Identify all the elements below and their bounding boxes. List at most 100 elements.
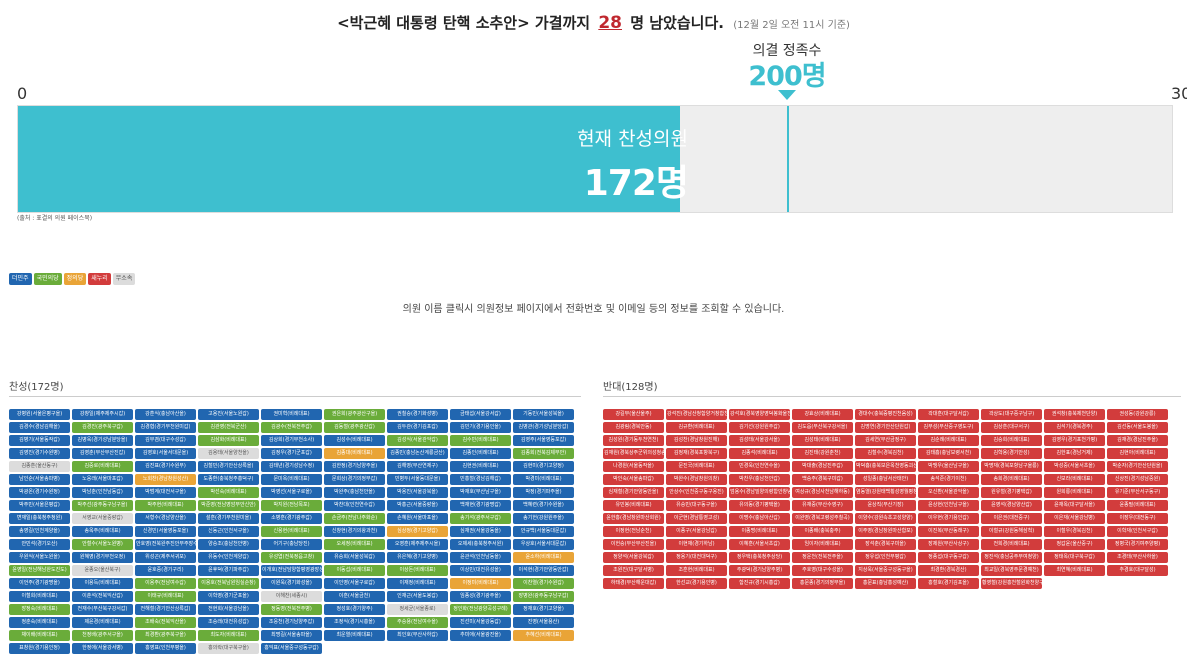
member-chip[interactable]: 홍의락(대구북구을) [198,643,259,654]
member-chip[interactable]: 조정식(경기시흥을) [324,617,385,628]
member-chip[interactable]: 김진표(경기수원무) [135,461,196,472]
member-chip[interactable]: 이용호(전북남원임실순창) [198,578,259,589]
member-chip[interactable]: 박찬우(충남천안갑) [729,474,790,485]
member-chip[interactable]: 이철희(비례대표) [9,591,70,602]
member-chip[interactable]: 박정(경기파주을) [513,487,574,498]
member-chip[interactable]: 주광덕(경기남양주병) [729,565,790,576]
member-chip[interactable]: 이태규(비례대표) [135,591,196,602]
member-chip[interactable]: 이용득(비례대표) [72,578,133,589]
member-chip[interactable]: 인재근(서울도봉갑) [387,591,448,602]
member-chip[interactable]: 정병국(경기여주양평) [1107,539,1168,550]
member-chip[interactable]: 김성수(비례대표) [324,435,385,446]
member-chip[interactable]: 김한정(경기남양주을) [324,461,385,472]
member-chip[interactable]: 추혜선(비례대표) [513,630,574,641]
member-chip[interactable]: 최운열(비례대표) [324,630,385,641]
member-chip[interactable]: 김석기(경북경주) [1044,422,1105,433]
member-chip[interactable]: 박영선(서울구로을) [261,487,322,498]
member-chip[interactable]: 신창현(경기의왕과천) [324,526,385,537]
member-chip[interactable]: 김영우(경기포천가평) [1044,435,1105,446]
member-chip[interactable]: 유기준(부산서구동구) [1107,487,1168,498]
member-chip[interactable]: 박주선(광주동구남구을) [72,500,133,511]
member-chip[interactable]: 정춘숙(비례대표) [9,617,70,628]
member-chip[interactable]: 김영호(서울서대문을) [135,448,196,459]
member-chip[interactable]: 유의동(경기평택을) [729,500,790,511]
member-chip[interactable]: 신보라(비례대표) [1044,474,1105,485]
member-chip[interactable]: 이양수(강원속초고성양양) [855,513,916,524]
member-chip[interactable]: 이춘석(전북익산갑) [72,591,133,602]
member-chip[interactable]: 문진국(비례대표) [666,461,727,472]
member-chip[interactable]: 박경미(비례대표) [513,474,574,485]
member-chip[interactable]: 노웅래(서울마포갑) [72,474,133,485]
member-chip[interactable]: 박범계(대전서구을) [135,487,196,498]
member-chip[interactable]: 이종명(비례대표) [729,526,790,537]
member-chip[interactable]: 정태옥(대구북구갑) [1044,552,1105,563]
member-chip[interactable]: 오세정(비례대표) [324,539,385,550]
member-chip[interactable]: 박선숙(비례대표) [198,487,259,498]
member-chip[interactable]: 박순자(경기안산단원을) [1107,461,1168,472]
member-chip[interactable]: 변재일(충북청주청원) [9,513,70,524]
member-chip[interactable]: 기동민(서울성북을) [513,409,574,420]
member-chip[interactable]: 박주현(비례대표) [135,500,196,511]
member-chip[interactable]: 김경진(광주북구갑) [72,422,133,433]
member-chip[interactable]: 도종환(충북청주흥덕구) [198,474,259,485]
member-chip[interactable]: 이주영(경남창원마산합포) [855,526,916,537]
member-chip[interactable]: 박명재(경북포항남구울릉) [981,461,1042,472]
member-chip[interactable]: 강창일(제주제주시갑) [72,409,133,420]
member-chip[interactable]: 김규환(비례대표) [666,422,727,433]
member-chip[interactable]: 조원진(대구달서병) [603,565,664,576]
member-chip[interactable]: 김수민(비례대표) [450,435,511,446]
member-chip[interactable]: 지상욱(서울중구성동구을) [855,565,916,576]
member-chip[interactable]: 김병기(서울동작갑) [9,435,70,446]
member-chip[interactable]: 이군현(경남통영고성) [666,513,727,524]
member-chip[interactable]: 김부겸(대구수성갑) [135,435,196,446]
member-chip[interactable]: 박성중(서울서초을) [1044,461,1105,472]
member-chip[interactable]: 위성곤(제주서귀포) [135,552,196,563]
member-chip[interactable]: 진영(서울용산) [513,617,574,628]
member-chip[interactable]: 최도자(비례대표) [198,630,259,641]
member-chip[interactable]: 설훈(경기부천원미을) [198,513,259,524]
member-chip[interactable]: 정용기(대전대덕구) [666,552,727,563]
member-chip[interactable]: 이정미(비례대표) [450,578,511,589]
member-chip[interactable]: 김중로(비례대표) [72,461,133,472]
member-chip[interactable]: 이은권(대전중구) [981,513,1042,524]
member-chip[interactable]: 권성동(강원강릉) [1107,409,1168,420]
member-chip[interactable]: 김정우(경기군포갑) [261,448,322,459]
member-chip[interactable]: 강길부(울산울주) [603,409,664,420]
member-chip[interactable]: 윤호중(경기구리) [135,565,196,576]
member-chip[interactable]: 김상훈(대구서구) [981,422,1042,433]
member-chip[interactable]: 최명길(서울송파을) [261,630,322,641]
member-chip[interactable]: 권은희(광주광산구을) [324,409,385,420]
member-chip[interactable]: 정성호(경기양주) [324,604,385,615]
member-chip[interactable]: 김동철(광주광산갑) [324,422,385,433]
member-chip[interactable]: 권석창(충북제천단양) [1044,409,1105,420]
member-chip[interactable]: 남인순(서울송파병) [9,474,70,485]
member-chip[interactable]: 김삼화(비례대표) [198,435,259,446]
member-chip[interactable]: 김무성(부산중구영도구) [918,422,979,433]
member-chip[interactable]: 백혜련(경기수원을) [513,500,574,511]
member-chip[interactable]: 김명연(경기안산단원갑) [855,422,916,433]
member-chip[interactable]: 이인영(서울구로갑) [324,578,385,589]
member-chip[interactable]: 유승민(대구동구을) [666,500,727,511]
member-chip[interactable]: 민병두(서울동대문을) [387,474,448,485]
member-chip[interactable]: 윤종오(울산북구) [72,565,133,576]
member-chip[interactable]: 김세연(부산금정구) [855,435,916,446]
member-chip[interactable]: 윤후덕(경기파주갑) [198,565,259,576]
member-chip[interactable]: 홍문종(경기의정부을) [792,578,853,589]
member-chip[interactable]: 전현희(서울강남을) [198,604,259,615]
member-chip[interactable]: 장석춘(경북구미을) [855,539,916,550]
member-chip[interactable]: 추경호(대구달성) [1107,565,1168,576]
member-chip[interactable]: 양승조(충남천안병) [198,539,259,550]
member-chip[interactable]: 정양석(서울강북갑) [603,552,664,563]
member-chip[interactable]: 최경환(경북경산) [918,565,979,576]
member-chip[interactable]: 홍익표(서울중구성동구갑) [261,643,322,654]
member-chip[interactable]: 신상진(경기성남중원) [1107,474,1168,485]
member-chip[interactable]: 김종민(충남논산계룡금산) [387,448,448,459]
member-chip[interactable]: 정종섭(대구동구갑) [918,552,979,563]
member-chip[interactable]: 김종인(비례대표) [450,448,511,459]
member-chip[interactable]: 김종대(비례대표) [324,448,385,459]
member-chip[interactable]: 강병원(서울은평구을) [9,409,70,420]
member-chip[interactable]: 윤소하(비례대표) [513,552,574,563]
member-chip[interactable]: 안철수(서울노원병) [72,539,133,550]
member-chip[interactable]: 조훈현(비례대표) [666,565,727,576]
member-chip[interactable]: 정진석(충남공주부여청양) [981,552,1042,563]
